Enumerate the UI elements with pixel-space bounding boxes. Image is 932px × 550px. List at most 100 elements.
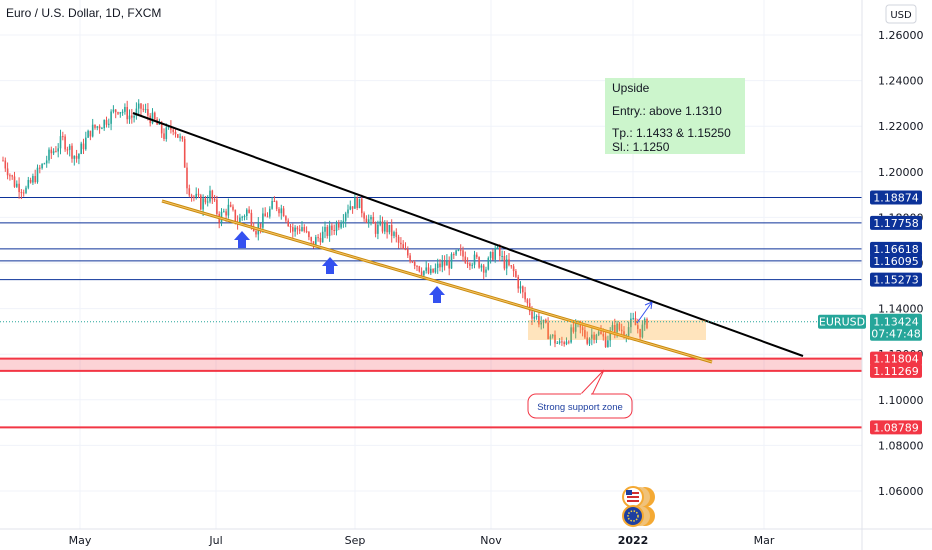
symbol-tag: [818, 314, 866, 329]
candle-body: [96, 126, 99, 128]
candle-body: [328, 225, 331, 236]
candle-body: [75, 155, 78, 159]
candle-body: [68, 145, 71, 150]
candle-body: [13, 176, 16, 187]
candle-body: [204, 198, 207, 203]
candle-body: [388, 224, 391, 233]
candle-body: [476, 254, 478, 258]
candle-body: [193, 196, 195, 198]
note-line-3: Tp.: 1.1433 & 1.15250: [612, 126, 731, 140]
candle-body: [404, 249, 407, 251]
candle-body: [287, 220, 289, 227]
candle-body: [216, 199, 218, 214]
bounce-arrow-icon: [322, 257, 338, 274]
candle-body: [209, 190, 211, 202]
candle-body: [519, 286, 522, 289]
candle-body: [151, 112, 154, 124]
resistance-trendline[interactable]: [132, 112, 804, 357]
candle-body: [73, 155, 76, 159]
candle-body: [492, 251, 494, 260]
candle-body: [411, 261, 414, 263]
candle-body: [556, 342, 559, 344]
candle-body: [338, 223, 340, 228]
candle-body: [400, 242, 402, 245]
candle-body: [526, 299, 529, 304]
candle-body: [177, 134, 179, 138]
candle-body: [98, 126, 101, 129]
candle-body: [441, 261, 444, 268]
trendlines[interactable]: [132, 112, 804, 364]
candle-body: [165, 127, 168, 139]
candle-body: [485, 269, 487, 273]
candles: [2, 99, 648, 348]
y-tick-label: 1.14000: [878, 303, 924, 316]
candle-body: [197, 193, 200, 196]
candle-body: [119, 112, 122, 114]
candle-body: [223, 211, 225, 213]
event-icons[interactable]: [622, 486, 655, 527]
x-tick-label: Nov: [480, 534, 502, 547]
candle-body: [630, 318, 632, 328]
candle-body: [643, 318, 646, 325]
candle-body: [55, 151, 57, 153]
candle-body: [535, 316, 538, 318]
chart-title: Euro / U.S. Dollar, 1D, FXCM: [6, 6, 161, 20]
candle-body: [436, 263, 439, 268]
candle-body: [593, 334, 595, 340]
time-axis[interactable]: May Jul Sep Nov 2022 Mar: [69, 534, 775, 547]
candle-body: [271, 200, 273, 209]
candle-body: [262, 213, 264, 228]
candle-body: [280, 208, 283, 214]
candle-body: [614, 325, 616, 333]
candle-body: [384, 222, 386, 232]
candle-body: [586, 337, 588, 344]
candle-body: [584, 330, 586, 338]
level-label-text: 1.16095: [873, 255, 919, 268]
y-tick-label: 1.08000: [878, 439, 924, 452]
eu-flag-icon[interactable]: [622, 505, 644, 527]
candle-body: [489, 251, 492, 258]
level-label-tag: [870, 351, 922, 366]
candle-body: [370, 216, 372, 220]
candle-body: [121, 111, 124, 113]
candle-body: [407, 249, 409, 256]
candle-body: [637, 325, 639, 329]
candle-body: [234, 209, 237, 223]
currency-button[interactable]: USD: [885, 4, 917, 24]
candle-body: [64, 136, 66, 150]
note-line-1: Upside: [612, 81, 650, 95]
candle-body: [275, 201, 278, 209]
candle-body: [186, 167, 188, 189]
level-label-text: 1.18874: [873, 191, 919, 204]
candle-body: [142, 108, 145, 110]
bounce-arrow-icon: [429, 286, 445, 303]
candle-body: [303, 227, 306, 232]
candle-body: [326, 226, 329, 236]
candle-body: [416, 265, 418, 267]
annotations: [0, 231, 862, 340]
candle-body: [393, 232, 395, 236]
candle-body: [547, 322, 549, 340]
candle-body: [6, 168, 9, 176]
candle-body: [627, 327, 630, 336]
candle-body: [319, 237, 322, 243]
candle-body: [202, 198, 204, 210]
candle-body: [250, 212, 253, 227]
candle-body: [4, 160, 7, 169]
candle-body: [478, 257, 480, 268]
candle-body: [634, 318, 637, 326]
candle-body: [312, 241, 315, 246]
candle-body: [80, 143, 82, 154]
level-label-tag: [870, 363, 922, 378]
y-tick-label: 1.10000: [878, 394, 924, 407]
candle-body: [331, 225, 333, 230]
candle-body: [131, 115, 133, 118]
candle-body: [308, 231, 310, 238]
candle-body: [108, 123, 110, 125]
candle-body: [154, 112, 156, 120]
candle-body: [117, 112, 119, 114]
candle-body: [11, 175, 13, 177]
candle-body: [211, 190, 214, 200]
